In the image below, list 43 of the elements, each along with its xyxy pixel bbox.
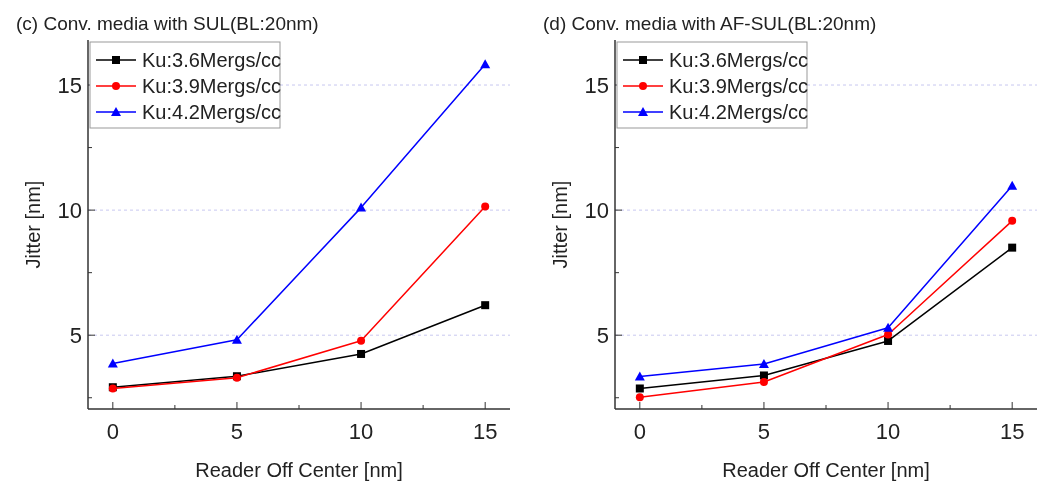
legend-label: Ku:3.9Mergs/cc <box>142 75 281 97</box>
point <box>480 59 491 69</box>
x-tick-label: 0 <box>106 419 119 444</box>
chart-title: (c) Conv. media with SUL(BL:20nm) <box>16 13 319 34</box>
point <box>884 336 893 345</box>
y-tick-label: 10 <box>584 197 609 223</box>
point <box>357 336 366 345</box>
point <box>481 202 490 211</box>
y-axis-title: Jitter [nm] <box>22 180 44 269</box>
legend-label: Ku:3.9Mergs/cc <box>669 75 808 97</box>
y-tick-label: 15 <box>57 72 82 98</box>
x-tick-label: 15 <box>472 419 498 444</box>
point <box>635 393 644 402</box>
legend-label: Ku:3.6Mergs/cc <box>669 49 808 71</box>
x-tick-label: 10 <box>348 419 374 444</box>
legend-label: Ku:3.6Mergs/cc <box>142 49 281 71</box>
point <box>1008 243 1017 252</box>
point <box>356 202 367 212</box>
x-tick-label: 15 <box>999 419 1025 444</box>
point <box>357 349 366 358</box>
x-tick-label: 0 <box>633 419 646 444</box>
point <box>231 334 242 344</box>
point <box>1008 216 1017 225</box>
legend-label: Ku:4.2Mergs/cc <box>142 101 281 123</box>
y-tick-label: 15 <box>584 72 609 98</box>
x-tick-label: 5 <box>230 419 244 444</box>
point <box>759 371 768 380</box>
x-tick-label: 5 <box>757 419 771 444</box>
chart-title: (d) Conv. media with AF-SUL(BL:20nm) <box>543 13 877 34</box>
point <box>759 377 768 386</box>
point <box>635 384 644 393</box>
x-axis-title: Reader Off Center [nm] <box>722 459 930 481</box>
point <box>758 358 769 368</box>
x-tick-label: 10 <box>875 419 901 444</box>
point <box>883 322 894 332</box>
point <box>481 301 490 310</box>
y-tick-label: 5 <box>69 322 82 348</box>
y-tick-label: 5 <box>596 322 609 348</box>
y-tick-label: 10 <box>57 197 82 223</box>
y-axis-title: Jitter [nm] <box>549 180 571 269</box>
x-axis-title: Reader Off Center [nm] <box>195 459 403 481</box>
point <box>1007 180 1018 190</box>
legend-label: Ku:4.2Mergs/cc <box>669 101 808 123</box>
